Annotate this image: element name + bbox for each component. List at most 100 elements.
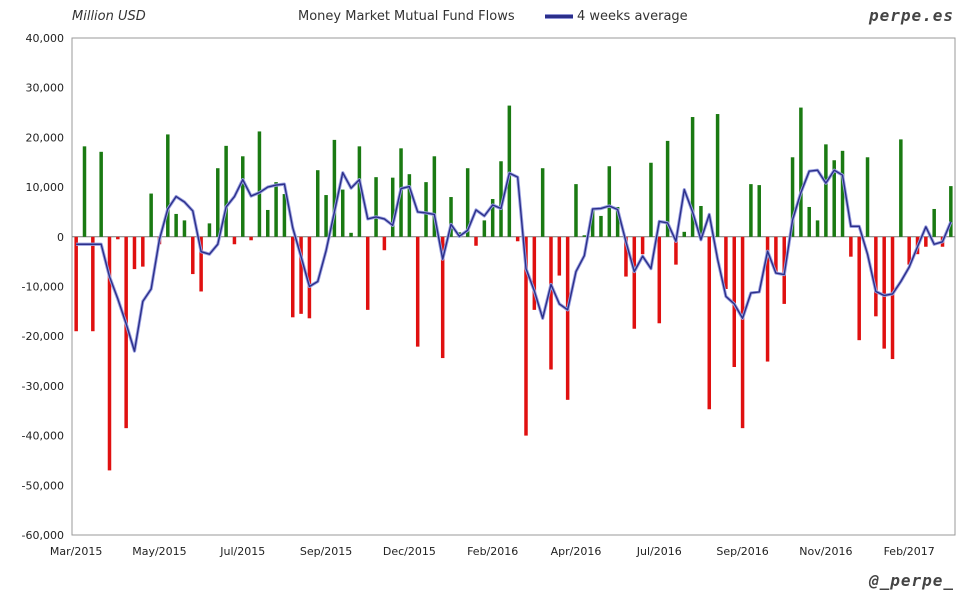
bar <box>141 236 145 267</box>
y-tick-label: 10,000 <box>26 181 65 194</box>
bar <box>865 157 870 237</box>
y-tick-label: -60,000 <box>22 529 64 542</box>
bar <box>199 236 203 292</box>
bar <box>890 236 895 360</box>
bar <box>790 157 795 237</box>
bar <box>299 236 303 314</box>
bar <box>690 117 695 237</box>
bar <box>549 236 553 370</box>
x-tick-label: Sep/2016 <box>716 545 768 558</box>
x-tick-label: Jul/2015 <box>219 545 265 558</box>
unit-label: Million USD <box>72 9 146 24</box>
bar <box>315 170 320 237</box>
bar <box>291 236 295 318</box>
y-tick-label: 30,000 <box>26 82 65 95</box>
x-tick-label: Mar/2015 <box>50 545 102 558</box>
bar <box>174 213 178 237</box>
bar <box>166 134 170 237</box>
bar <box>757 185 761 237</box>
bar <box>232 236 237 245</box>
bar <box>599 215 603 237</box>
y-tick-label: 0 <box>57 231 64 244</box>
brand-watermark: perpe.es <box>868 6 954 25</box>
x-tick-label: Apr/2016 <box>551 545 602 558</box>
bar <box>624 236 628 277</box>
bar <box>424 182 428 237</box>
y-tick-label: 40,000 <box>26 32 65 45</box>
bar <box>857 236 861 341</box>
bar <box>241 156 245 237</box>
bar <box>932 208 936 237</box>
y-tick-label: -20,000 <box>22 330 64 343</box>
bar <box>724 236 728 289</box>
bar <box>432 156 437 237</box>
legend: 4 weeks average <box>545 9 688 24</box>
bar <box>207 223 212 237</box>
x-tick-label: Sep/2015 <box>300 545 352 558</box>
bar <box>91 236 95 332</box>
bar <box>840 150 845 237</box>
bar <box>357 146 362 237</box>
bar <box>640 236 645 255</box>
bar <box>565 236 570 400</box>
bar <box>515 236 520 242</box>
bar <box>532 236 537 310</box>
bar <box>682 231 687 237</box>
bar <box>182 220 187 237</box>
bar <box>507 105 512 237</box>
x-tick-labels: Mar/2015 May/2015 Jul/2015 Sep/2015 Dec/2015… <box>50 545 935 558</box>
bar <box>107 236 112 471</box>
bar <box>407 174 412 237</box>
bar <box>499 161 503 237</box>
x-tick-label: Feb/2016 <box>467 545 518 558</box>
bar <box>340 189 345 237</box>
bar <box>582 235 587 237</box>
bar <box>832 160 836 237</box>
bar <box>82 146 87 237</box>
bar <box>707 236 712 410</box>
bar <box>390 177 395 237</box>
legend-label: 4 weeks average <box>577 9 688 24</box>
bar <box>374 177 378 237</box>
y-tick-label: 20,000 <box>26 131 65 144</box>
y-tick-label: -10,000 <box>22 281 64 294</box>
bar <box>249 236 253 241</box>
bar <box>282 194 287 237</box>
y-tick-labels: 40,000 30,000 20,000 10,000 0 -10,000 -20,000 -… <box>22 32 64 542</box>
bar <box>99 151 103 237</box>
x-tick-label: Feb/2017 <box>884 545 935 558</box>
bar <box>474 236 478 246</box>
bar <box>824 144 828 237</box>
bar <box>749 184 753 237</box>
bar <box>440 236 445 359</box>
bar <box>465 168 470 237</box>
bar <box>882 236 886 349</box>
bar <box>849 236 853 257</box>
average-line <box>76 169 952 352</box>
bar <box>632 236 637 329</box>
bar <box>449 197 453 237</box>
bar <box>765 236 770 362</box>
x-tick-label: May/2015 <box>132 545 186 558</box>
bar <box>907 236 911 265</box>
bar <box>615 206 620 237</box>
bar <box>524 236 528 436</box>
bar <box>349 232 353 237</box>
x-tick-label: Nov/2016 <box>799 545 852 558</box>
y-tick-label: -50,000 <box>22 479 64 492</box>
bar <box>415 236 420 347</box>
bar <box>332 139 337 237</box>
bar <box>807 206 811 237</box>
bar <box>540 168 545 237</box>
bar <box>774 236 778 272</box>
bar <box>224 145 228 237</box>
plot-area <box>71 37 956 536</box>
bar <box>132 236 137 270</box>
bar <box>482 220 487 237</box>
bar <box>557 236 562 276</box>
x-tick-label: Jul/2016 <box>636 545 682 558</box>
bar <box>574 184 578 237</box>
bar <box>382 236 387 251</box>
bar <box>874 236 878 317</box>
